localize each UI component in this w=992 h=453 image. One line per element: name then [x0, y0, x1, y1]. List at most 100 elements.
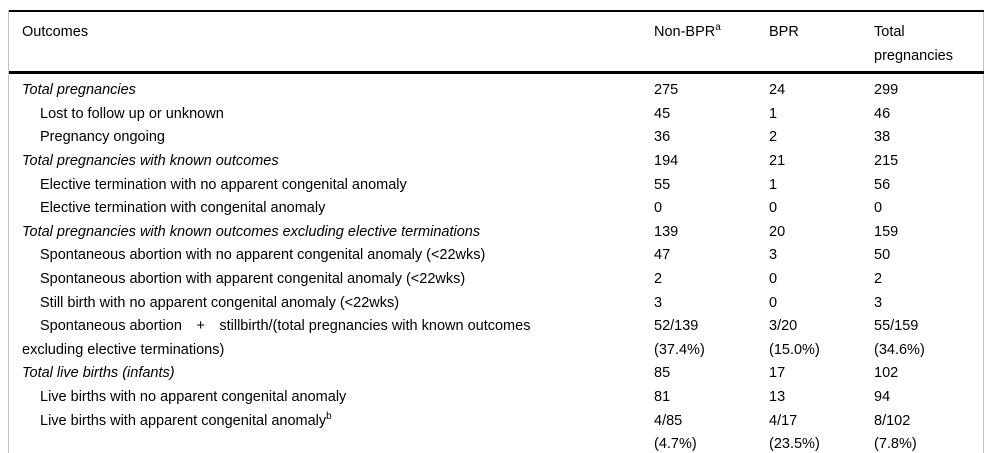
column-header-total-pregnancies: Total pregnancies — [874, 11, 984, 75]
column-header-label: Non-BPR — [654, 24, 716, 40]
table-header-row: Outcomes Non-BPRa BPR Total pregnancies — [9, 11, 984, 75]
bpr-value-cell: 2 — [769, 129, 778, 146]
non-bpr-value-cell: 275 — [654, 82, 679, 99]
outcome-label-cell: Lost to follow up or unknown — [9, 103, 654, 127]
total-pregnancies-value-cell: 102 — [874, 365, 899, 382]
non-bpr-value-cell: 45 — [654, 105, 671, 122]
table-header: Outcomes Non-BPRa BPR Total pregnancies — [9, 11, 984, 75]
non-bpr-value-cell: 3 — [654, 294, 663, 311]
total-pregnancies-value-cell: 0 — [874, 200, 883, 217]
outcomes-table-grid: Outcomes Non-BPRa BPR Total pregnancies Tot… — [9, 10, 984, 453]
bpr-value-cell: 3 — [769, 247, 778, 264]
outcome-label-cell: Total live births (infants) — [9, 362, 654, 386]
non-bpr-value-cell: 55 — [654, 176, 671, 193]
total-pregnancies-value-cell: 3 — [874, 294, 883, 311]
column-header-label: Outcomes — [22, 24, 89, 40]
outcome-label-cell: Live births with apparent congenital ano… — [9, 410, 654, 453]
total-pregnancies-value-cell: 55/159 (34.6%) — [874, 318, 925, 358]
non-bpr-value-cell: 4/85 (4.7%) — [654, 412, 697, 453]
bpr-value-cell: 4/17 (23.5%) — [769, 412, 820, 453]
total-pregnancies-value-cell: 299 — [874, 82, 899, 99]
outcome-label-cell: Spontaneous abortion with no apparent co… — [9, 244, 654, 268]
outcome-label: Still birth with no apparent congenital … — [40, 294, 400, 311]
footnote-marker: a — [715, 22, 721, 34]
outcome-label-cell: Spontaneous abortion with apparent conge… — [9, 268, 654, 292]
table-row: Elective termination with no apparent co… — [9, 174, 984, 198]
column-header-label: BPR — [769, 24, 799, 40]
total-pregnancies-value-cell: 50 — [874, 247, 891, 264]
bpr-value-cell: 17 — [769, 365, 786, 382]
outcome-label-cell: Total pregnancies with known outcomes ex… — [9, 221, 654, 245]
table-row: Pregnancy ongoing 36 2 38 — [9, 126, 984, 150]
outcome-label: Spontaneous abortion with no apparent co… — [40, 247, 486, 264]
outcome-label: Pregnancy ongoing — [40, 129, 165, 146]
total-pregnancies-value-cell: 8/102 (7.8%) — [874, 412, 917, 453]
non-bpr-value-cell: 47 — [654, 247, 671, 264]
outcome-label-cell: Total pregnancies — [9, 73, 654, 103]
column-header-label: Total pregnancies — [874, 24, 953, 64]
bpr-value-cell: 1 — [769, 105, 778, 122]
outcome-label: Spontaneous abortion with apparent conge… — [40, 270, 466, 287]
non-bpr-value-cell: 2 — [654, 270, 663, 287]
outcome-label: Elective termination with no apparent co… — [40, 176, 407, 193]
table-row: Spontaneous abortion with no apparent co… — [9, 244, 984, 268]
table-row: Spontaneous abortion + stillbirth/(total… — [9, 315, 984, 362]
table-row: Live births with no apparent congenital … — [9, 386, 984, 410]
outcome-label-cell: Spontaneous abortion + stillbirth/(total… — [9, 315, 654, 362]
non-bpr-value-cell: 194 — [654, 152, 679, 169]
bpr-value-cell: 3/20 (15.0%) — [769, 318, 820, 358]
outcome-label: Live births with no apparent congenital … — [40, 388, 347, 405]
outcome-label-cell: Elective termination with no apparent co… — [9, 174, 654, 198]
outcome-label: Elective termination with congenital ano… — [40, 200, 326, 217]
non-bpr-value-cell: 0 — [654, 200, 663, 217]
non-bpr-value-cell: 81 — [654, 388, 671, 405]
outcome-label: Spontaneous abortion + stillbirth/(total… — [22, 318, 531, 358]
bpr-value-cell: 0 — [769, 200, 778, 217]
bpr-value-cell: 0 — [769, 294, 778, 311]
non-bpr-value-cell: 52/139 (37.4%) — [654, 318, 705, 358]
bpr-value-cell: 13 — [769, 388, 786, 405]
bpr-value-cell: 24 — [769, 82, 786, 99]
footnote-marker: b — [326, 410, 332, 422]
outcomes-table: Outcomes Non-BPRa BPR Total pregnancies Tot… — [8, 10, 984, 453]
column-header-non-bpr: Non-BPRa — [654, 11, 769, 75]
table-row: Spontaneous abortion with apparent conge… — [9, 268, 984, 292]
non-bpr-value-cell: 85 — [654, 365, 671, 382]
outcome-label: Lost to follow up or unknown — [40, 105, 224, 122]
outcome-label: Total live births (infants) — [22, 365, 175, 382]
bpr-value-cell: 20 — [769, 223, 786, 240]
total-pregnancies-value-cell: 159 — [874, 223, 899, 240]
table-row: Lost to follow up or unknown 45 1 46 — [9, 103, 984, 127]
table-row: Total pregnancies 275 24 299 — [9, 73, 984, 103]
outcome-label: Live births with apparent congenital ano… — [40, 412, 327, 429]
outcome-label-cell: Still birth with no apparent congenital … — [9, 292, 654, 316]
outcome-label: Total pregnancies with known outcomes — [22, 152, 279, 169]
total-pregnancies-value-cell: 38 — [874, 129, 891, 146]
table-row: Elective termination with congenital ano… — [9, 197, 984, 221]
non-bpr-value-cell: 139 — [654, 223, 679, 240]
table-body: Total pregnancies 275 24 299 Lost to follow … — [9, 73, 984, 453]
table-row: Total live births (infants) 85 17 102 — [9, 362, 984, 386]
table-row: Total pregnancies with known outcomes 194… — [9, 150, 984, 174]
outcome-label-cell: Elective termination with congenital ano… — [9, 197, 654, 221]
outcome-label: Total pregnancies with known outcomes ex… — [22, 223, 481, 240]
total-pregnancies-value-cell: 94 — [874, 388, 891, 405]
table-row: Still birth with no apparent congenital … — [9, 292, 984, 316]
bpr-value-cell: 21 — [769, 152, 786, 169]
total-pregnancies-value-cell: 215 — [874, 152, 899, 169]
total-pregnancies-value-cell: 46 — [874, 105, 891, 122]
outcome-label-cell: Total pregnancies with known outcomes — [9, 150, 654, 174]
table-row: Total pregnancies with known outcomes ex… — [9, 221, 984, 245]
total-pregnancies-value-cell: 56 — [874, 176, 891, 193]
bpr-value-cell: 1 — [769, 176, 778, 193]
outcome-label-cell: Live births with no apparent congenital … — [9, 386, 654, 410]
total-pregnancies-value-cell: 2 — [874, 270, 883, 287]
column-header-outcomes: Outcomes — [9, 11, 654, 75]
outcome-label: Total pregnancies — [22, 82, 136, 99]
bpr-value-cell: 0 — [769, 270, 778, 287]
column-header-bpr: BPR — [769, 11, 874, 75]
table-row: Live births with apparent congenital ano… — [9, 410, 984, 453]
outcome-label-cell: Pregnancy ongoing — [9, 126, 654, 150]
non-bpr-value-cell: 36 — [654, 129, 671, 146]
